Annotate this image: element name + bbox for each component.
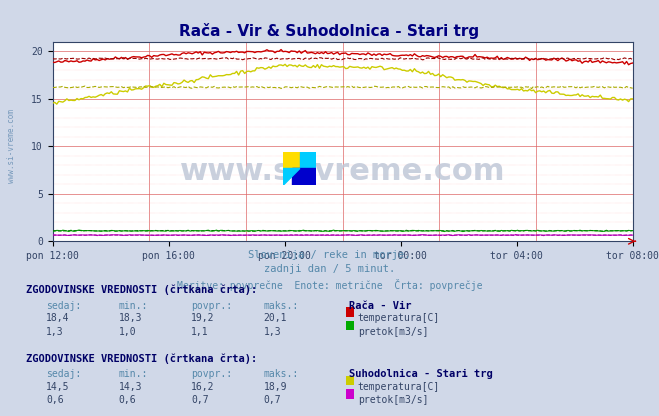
Text: 18,4: 18,4 xyxy=(46,313,70,323)
Text: temperatura[C]: temperatura[C] xyxy=(358,313,440,323)
Text: 1,3: 1,3 xyxy=(46,327,64,337)
Text: Rača - Vir: Rača - Vir xyxy=(349,301,412,311)
Text: 18,9: 18,9 xyxy=(264,382,287,392)
Text: 1,0: 1,0 xyxy=(119,327,136,337)
Text: povpr.:: povpr.: xyxy=(191,301,232,311)
Text: zadnji dan / 5 minut.: zadnji dan / 5 minut. xyxy=(264,264,395,274)
Text: 16,2: 16,2 xyxy=(191,382,215,392)
Text: 0,6: 0,6 xyxy=(46,395,64,405)
Text: Rača - Vir & Suhodolnica - Stari trg: Rača - Vir & Suhodolnica - Stari trg xyxy=(179,23,480,39)
Text: Suhodolnica - Stari trg: Suhodolnica - Stari trg xyxy=(349,369,493,379)
Text: min.:: min.: xyxy=(119,369,148,379)
Text: 18,3: 18,3 xyxy=(119,313,142,323)
Text: Slovenija / reke in morje.: Slovenija / reke in morje. xyxy=(248,250,411,260)
Text: 0,7: 0,7 xyxy=(191,395,209,405)
Text: 1,1: 1,1 xyxy=(191,327,209,337)
Bar xyxy=(283,152,300,168)
Text: maks.:: maks.: xyxy=(264,369,299,379)
Text: 14,5: 14,5 xyxy=(46,382,70,392)
Bar xyxy=(292,168,316,185)
Text: www.si-vreme.com: www.si-vreme.com xyxy=(180,157,505,186)
Polygon shape xyxy=(283,168,300,185)
Text: min.:: min.: xyxy=(119,301,148,311)
Text: pretok[m3/s]: pretok[m3/s] xyxy=(358,327,428,337)
Text: 20,1: 20,1 xyxy=(264,313,287,323)
Text: sedaj:: sedaj: xyxy=(46,369,81,379)
Text: 1,3: 1,3 xyxy=(264,327,281,337)
Text: www.si-vreme.com: www.si-vreme.com xyxy=(7,109,16,183)
Text: ZGODOVINSKE VREDNOSTI (črtkana črta):: ZGODOVINSKE VREDNOSTI (črtkana črta): xyxy=(26,285,258,295)
Text: 0,7: 0,7 xyxy=(264,395,281,405)
Text: sedaj:: sedaj: xyxy=(46,301,81,311)
Text: temperatura[C]: temperatura[C] xyxy=(358,382,440,392)
Bar xyxy=(300,152,316,168)
Text: povpr.:: povpr.: xyxy=(191,369,232,379)
Text: pretok[m3/s]: pretok[m3/s] xyxy=(358,395,428,405)
Text: 14,3: 14,3 xyxy=(119,382,142,392)
Text: 19,2: 19,2 xyxy=(191,313,215,323)
Text: Meritve: povprečne  Enote: metrične  Črta: povprečje: Meritve: povprečne Enote: metrične Črta:… xyxy=(177,279,482,291)
Text: maks.:: maks.: xyxy=(264,301,299,311)
Text: ZGODOVINSKE VREDNOSTI (črtkana črta):: ZGODOVINSKE VREDNOSTI (črtkana črta): xyxy=(26,354,258,364)
Text: 0,6: 0,6 xyxy=(119,395,136,405)
